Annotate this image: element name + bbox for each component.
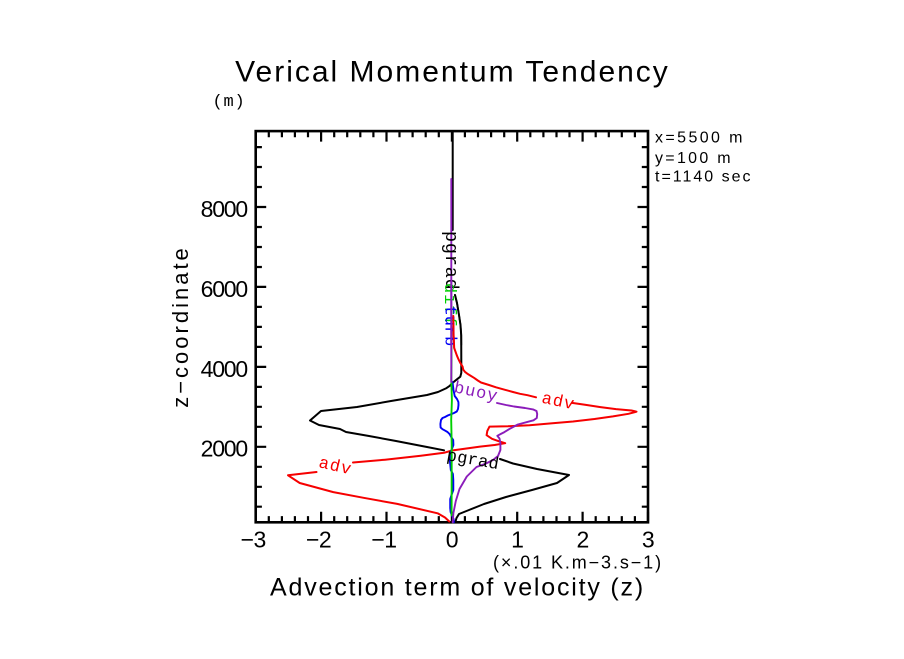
svg-text:pgrad: pgrad [440,231,461,291]
svg-text:Verical Momentum Tendency: Verical Momentum Tendency [235,56,670,89]
svg-text:1: 1 [511,527,523,553]
svg-text:−2: −2 [306,527,331,553]
svg-text:(m): (m) [212,93,245,112]
svg-text:0: 0 [446,527,458,553]
svg-text:t=1140 sec: t=1140 sec [655,169,753,186]
svg-text:turb: turb [440,306,459,347]
svg-text:2: 2 [576,527,588,553]
svg-text:3: 3 [642,527,654,553]
svg-text:(×.01 K.m−3.s−1): (×.01 K.m−3.s−1) [493,553,663,573]
svg-text:2000: 2000 [201,436,248,462]
svg-text:y=100 m: y=100 m [655,150,733,167]
svg-text:x=5500 m: x=5500 m [655,130,745,147]
svg-text:8000: 8000 [201,196,248,222]
svg-text:Advection term of velocity (z): Advection term of velocity (z) [270,574,645,602]
svg-text:−1: −1 [371,527,396,553]
svg-text:6000: 6000 [201,276,248,302]
svg-text:−3: −3 [241,527,266,553]
svg-text:z−coordinate: z−coordinate [168,245,193,408]
svg-text:4000: 4000 [201,356,248,382]
